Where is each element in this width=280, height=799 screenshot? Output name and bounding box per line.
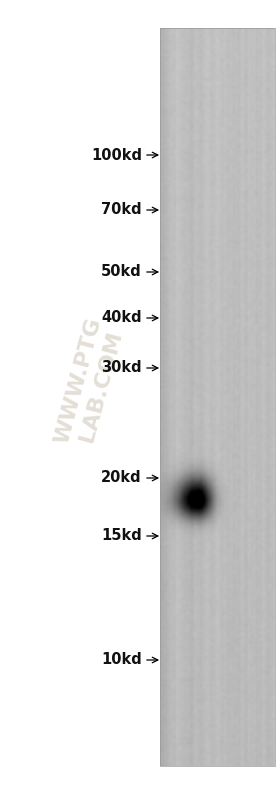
Bar	[160, 28, 275, 766]
Text: WWW.PTG
LAB.COM: WWW.PTG LAB.COM	[52, 316, 127, 451]
Text: 10kd: 10kd	[101, 653, 142, 667]
Text: 30kd: 30kd	[101, 360, 142, 376]
Text: 100kd: 100kd	[91, 148, 142, 162]
Text: 20kd: 20kd	[101, 471, 142, 486]
Text: 70kd: 70kd	[101, 202, 142, 217]
Text: 40kd: 40kd	[101, 311, 142, 325]
Text: 15kd: 15kd	[101, 528, 142, 543]
Text: 50kd: 50kd	[101, 264, 142, 280]
